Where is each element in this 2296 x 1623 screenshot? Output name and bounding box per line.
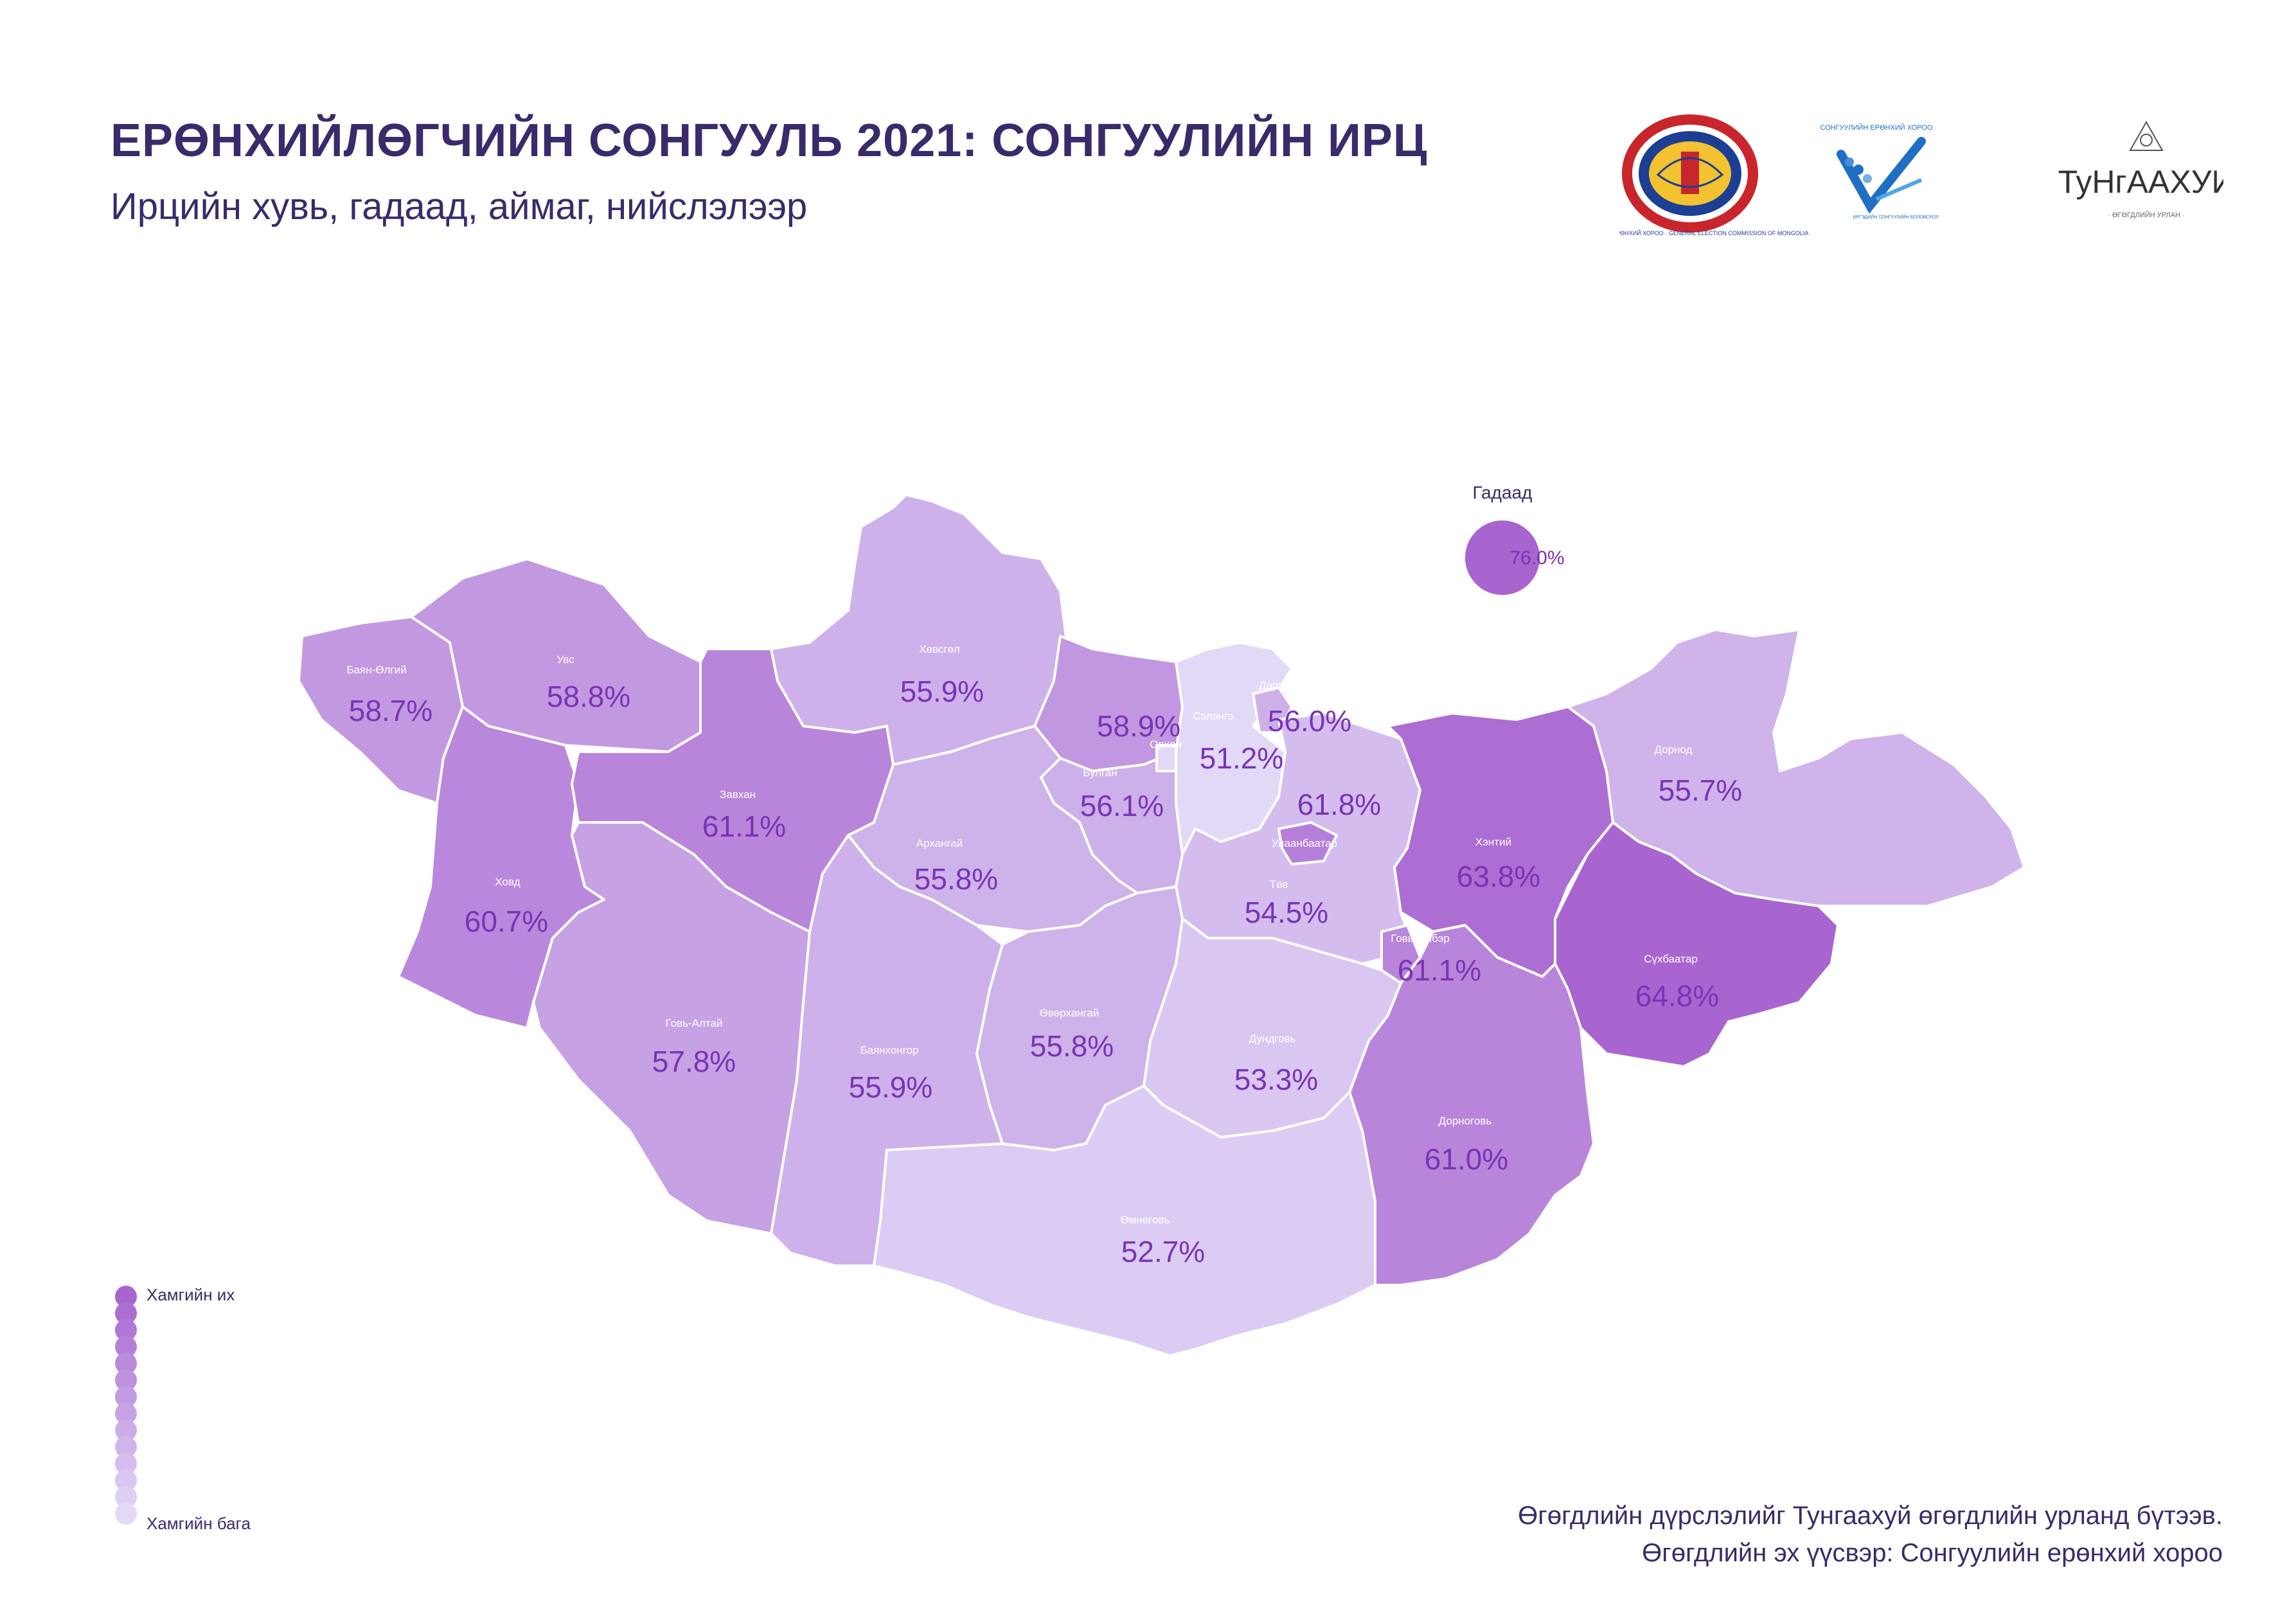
label-khovd: Ховд: [495, 876, 520, 888]
value-uvs: 58.8%: [547, 680, 630, 713]
label-bulgan: Булган: [1083, 767, 1117, 779]
value-omnogovi: 52.7%: [1121, 1235, 1205, 1268]
label-sukhbaatar: Сүхбаатар: [1644, 953, 1697, 965]
region-ulaanbaatar[interactable]: [1277, 821, 1338, 865]
page-subtitle: Ирцийн хувь, гадаад, аймаг, нийслэлээр: [111, 186, 808, 227]
footer: Өгөгдлийн дүрслэлийг Тунгаахуй өгөгдлийн…: [1518, 1497, 2223, 1572]
value-ovorkhangai: 55.8%: [1030, 1029, 1114, 1063]
voter-education-logo: [1837, 137, 1926, 214]
legend-step: [115, 1403, 137, 1424]
value-sukhbaatar: 64.8%: [1635, 979, 1719, 1013]
value-darkhan-uul: 56.0%: [1268, 704, 1351, 738]
label-orkhon: Орхон: [1150, 738, 1182, 750]
region-orkhon[interactable]: [1155, 744, 1177, 772]
legend-step: [115, 1486, 137, 1508]
value-bulgan-north: 58.9%: [1097, 709, 1180, 743]
legend-step: [115, 1436, 137, 1458]
aimag-shapes: [298, 493, 2025, 1357]
legend-step: [115, 1419, 137, 1441]
value-bayankhongor: 55.9%: [849, 1070, 932, 1104]
gec-ring-text: СОНГУУЛИЙН ЕРӨНХИЙ ХОРОО · GENERAL ELECT…: [1619, 229, 1808, 236]
region-sukhbaatar[interactable]: [1554, 821, 1839, 1068]
abroad-label: Гадаад: [1473, 483, 1533, 502]
label-dundgovi: Дундговь: [1249, 1033, 1296, 1045]
label-omnogovi: Өмнөговь: [1121, 1214, 1170, 1226]
label-bayan-olgii: Баян-Өлгий: [346, 664, 406, 676]
value-dundgovi: 53.3%: [1234, 1063, 1318, 1096]
label-govi-altai: Говь-Алтай: [666, 1017, 723, 1029]
footer-source: Өгөгдлийн эх үүсвэр: Сонгуулийн ерөнхий …: [1642, 1539, 2223, 1567]
legend-step: [115, 1386, 137, 1408]
legend-step: [115, 1286, 137, 1308]
value-ulaanbaatar: 61.8%: [1297, 788, 1381, 821]
region-values: 58.7% 58.8% 55.9% 56.1% 58.9% 51.2% 56.0…: [349, 675, 1742, 1268]
region-govi-altai[interactable]: [532, 821, 811, 1235]
abroad-bubble[interactable]: [1465, 520, 1540, 595]
legend-step: [115, 1336, 137, 1358]
label-ulaanbaatar: Улаанбаатар: [1272, 837, 1337, 849]
tungaakhui-wordmark: ТуНгААХУИ: [2058, 164, 2223, 200]
value-dornogovi: 61.0%: [1425, 1142, 1508, 1176]
value-govi-altai: 57.8%: [652, 1045, 736, 1078]
legend-step: [115, 1302, 137, 1324]
legend-min-label: Хамгийн бага: [147, 1514, 251, 1533]
legend-step: [115, 1352, 137, 1374]
legend-step: [115, 1369, 137, 1391]
value-khentii: 63.8%: [1457, 860, 1540, 893]
label-darkhan-uul: Дархан-Уул: [1259, 679, 1318, 691]
page-title: ЕРӨНХИЙЛӨГЧИЙН СОНГУУЛЬ 2021: СОНГУУЛИЙН…: [111, 115, 1428, 166]
legend-step: [115, 1469, 137, 1491]
region-omnogovi[interactable]: [873, 1085, 1376, 1357]
legend-step: [115, 1453, 137, 1475]
value-govisumber: 61.1%: [1398, 953, 1481, 987]
abroad-value: 76.0%: [1509, 547, 1564, 569]
footer-credit: Өгөгдлийн дүрслэлийг Тунгаахуй өгөгдлийн…: [1518, 1502, 2223, 1530]
value-bayan-olgii: 58.7%: [349, 694, 432, 727]
legend-step: [115, 1503, 137, 1525]
legend-scale: [115, 1286, 137, 1525]
tungaakhui-tagline: · ӨГӨГДЛИЙН УРЛАН ·: [2108, 211, 2184, 219]
logos: СОНГУУЛИЙН ЕРӨНХИЙ ХОРОО · GENERAL ELECT…: [1619, 114, 2223, 236]
label-dornogovi: Дорноговь: [1439, 1115, 1492, 1127]
tungaakhui-logo: [2129, 120, 2164, 151]
value-khovsgol: 55.9%: [900, 675, 984, 708]
label-selenge: Сэлэнгэ: [1193, 710, 1233, 722]
label-govisumber: Говьсүмбэр: [1391, 932, 1450, 945]
label-khentii: Хэнтий: [1475, 836, 1511, 848]
legend: Хамгийн их Хамгийн бага: [113, 1285, 251, 1539]
legend-step: [115, 1319, 137, 1341]
label-bayankhongor: Баянхонгор: [860, 1044, 918, 1056]
label-arkhangai: Архангай: [916, 837, 963, 849]
label-dornod: Дорнод: [1654, 743, 1692, 756]
region-names: Баян-Өлгий Увс Хөвсгөл Булган Орхон Сэлэ…: [346, 643, 1697, 1226]
value-zavkhan: 61.1%: [702, 810, 786, 843]
value-tov: 54.5%: [1245, 896, 1328, 929]
legend-max-label: Хамгийн их: [147, 1285, 235, 1304]
value-orkhon: 51.2%: [1200, 741, 1283, 775]
voter-education-top-text: СОНГУУЛИЙН ЕРӨНХИЙ ХОРОО: [1820, 123, 1933, 132]
label-khovsgol: Хөвсгөл: [919, 643, 960, 655]
value-khovd: 60.7%: [465, 905, 548, 938]
label-uvs: Увс: [556, 653, 574, 666]
gec-logo: [1622, 114, 1758, 233]
label-tov: Төв: [1270, 878, 1288, 891]
label-zavkhan: Завхан: [720, 788, 756, 801]
voter-education-bottom-text: ИРГЭДИЙН СОНГУУЛИЙН БОЛОВСРОЛ: [1853, 214, 1939, 220]
value-arkhangai: 55.8%: [914, 862, 998, 896]
value-bulgan: 56.1%: [1080, 789, 1164, 822]
label-ovorkhangai: Өвөрхангай: [1040, 1007, 1099, 1019]
region-khovsgol[interactable]: [770, 493, 1068, 766]
value-dornod: 55.7%: [1659, 774, 1742, 807]
